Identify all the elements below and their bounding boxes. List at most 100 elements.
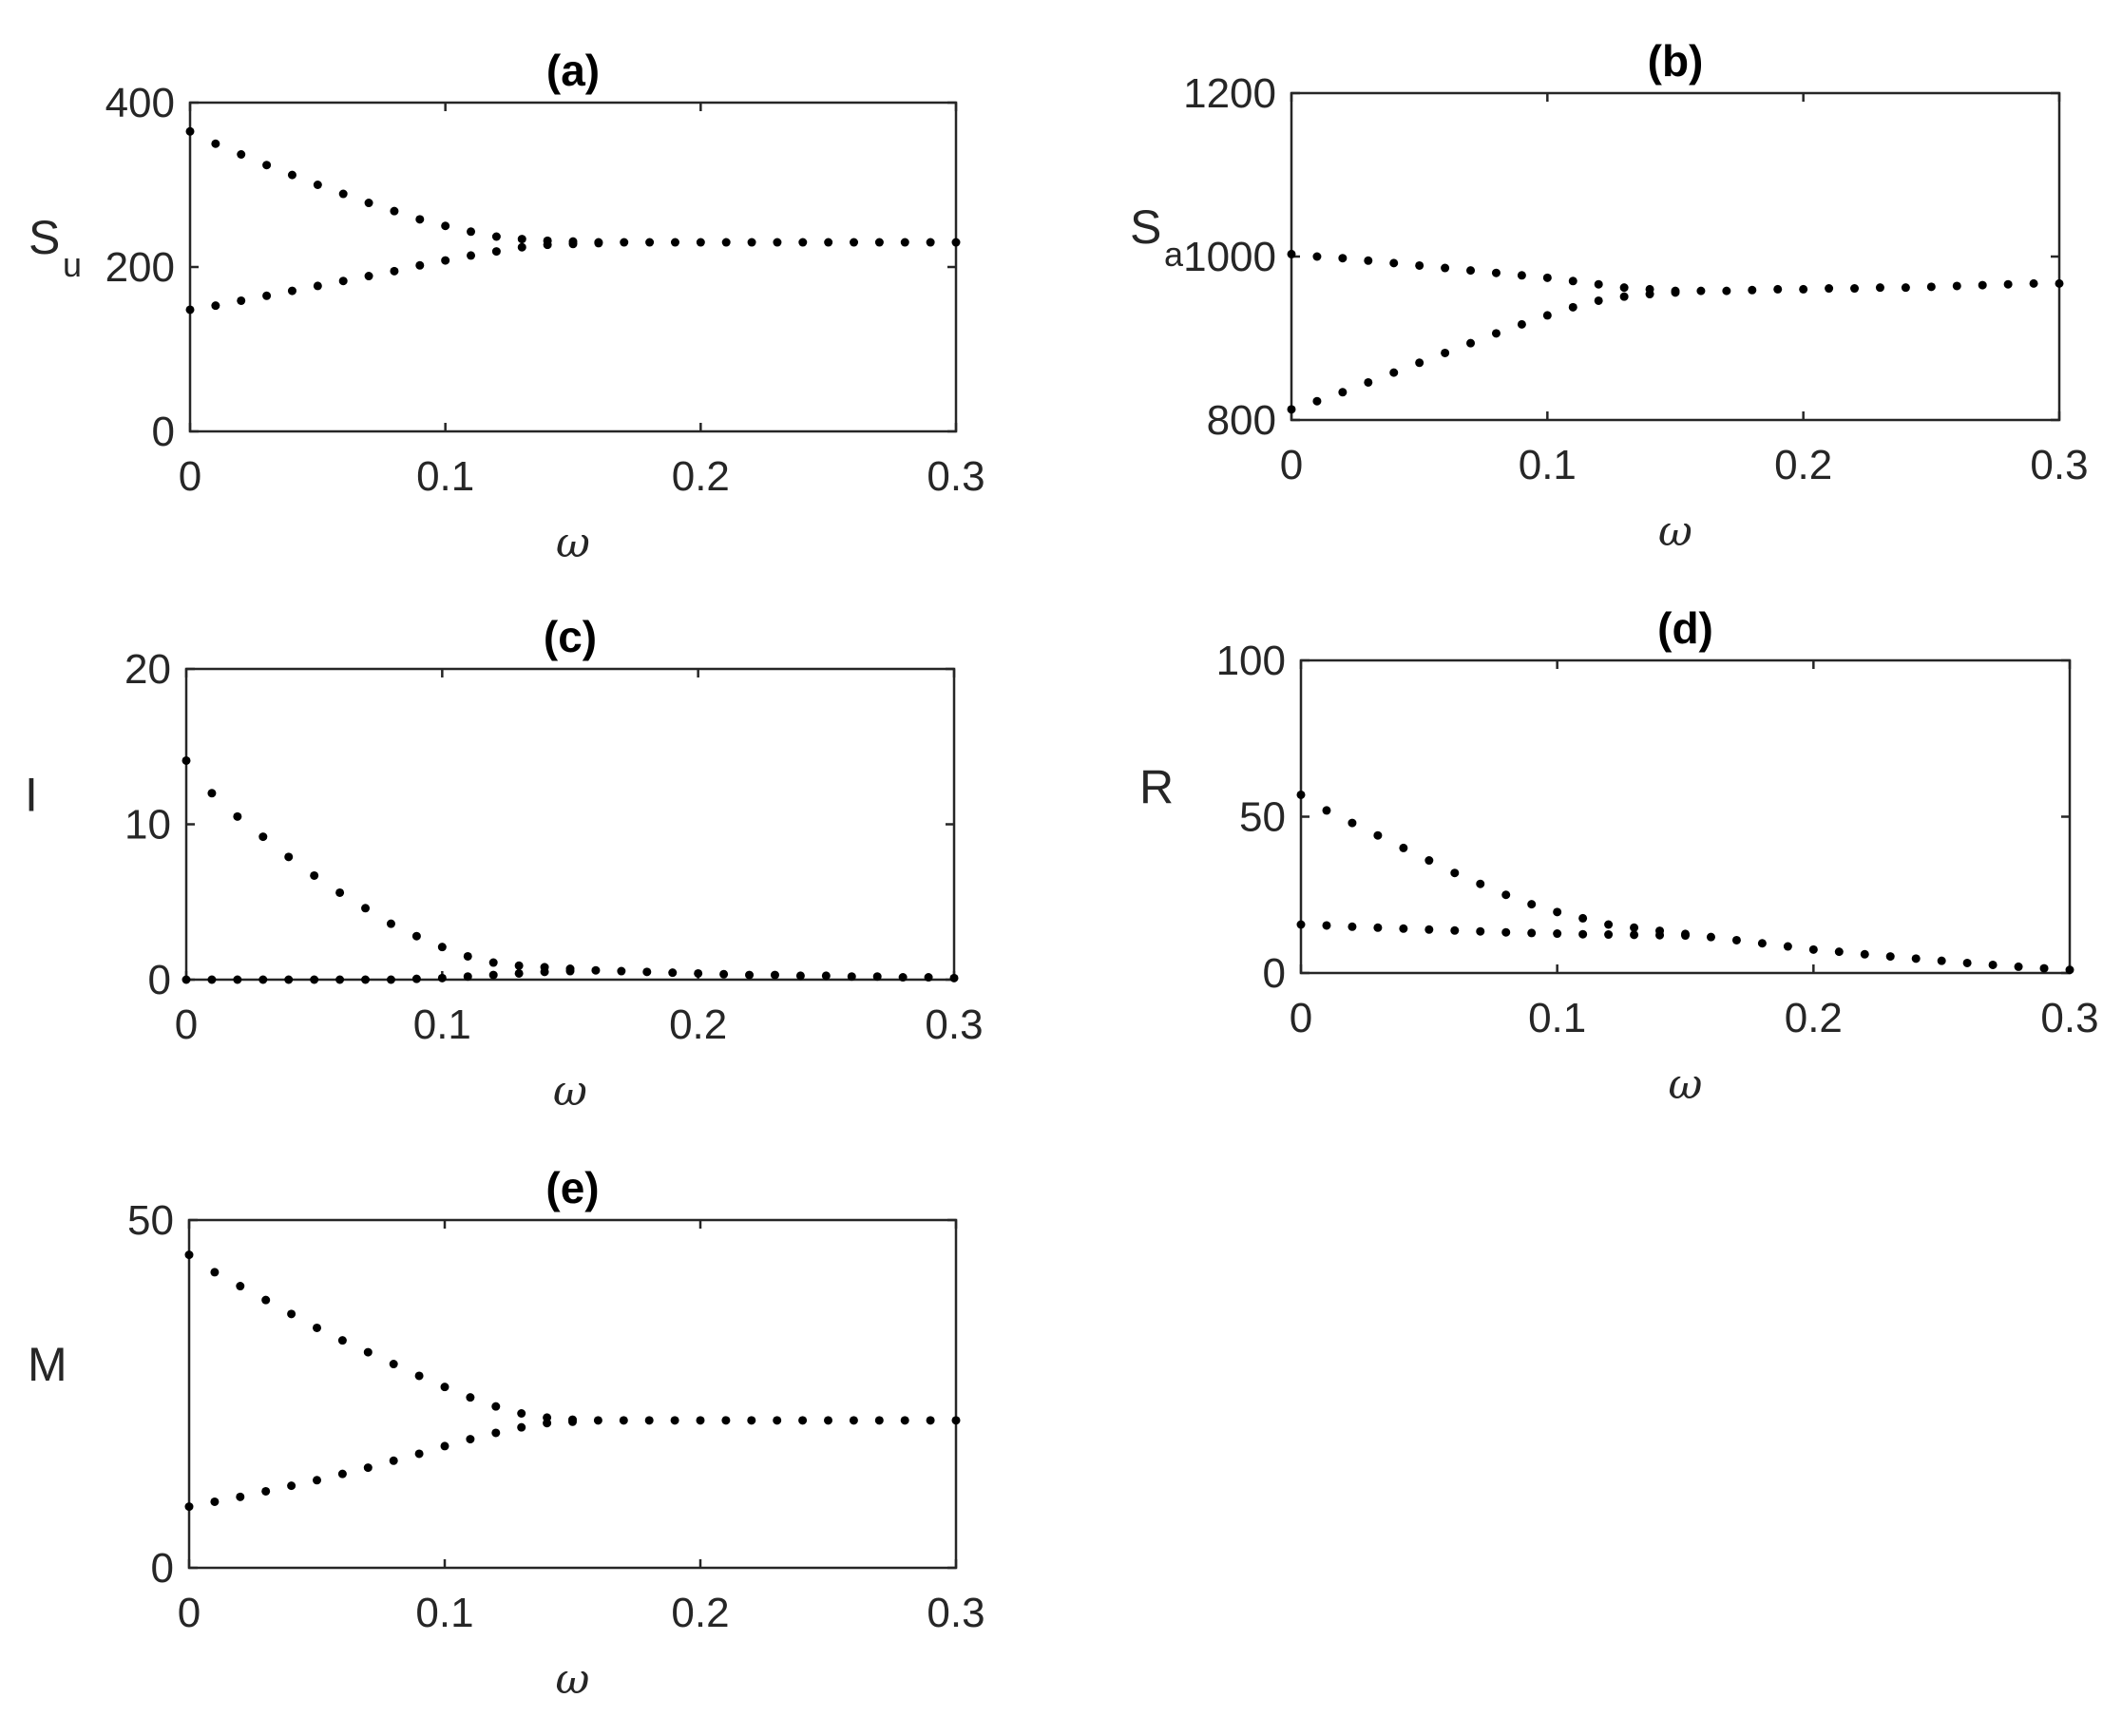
- data-point: [233, 975, 242, 984]
- data-point: [798, 1416, 808, 1425]
- y-axis-label-subscript: u: [63, 245, 82, 284]
- data-point: [184, 1250, 194, 1260]
- data-point: [798, 238, 808, 247]
- data-point: [182, 975, 191, 984]
- data-point: [1901, 283, 1910, 293]
- data-point: [284, 852, 294, 862]
- data-point: [1722, 286, 1731, 296]
- x-tick-label: 0.1: [415, 1590, 473, 1636]
- data-point: [488, 970, 498, 980]
- data-point: [261, 1486, 271, 1496]
- data-point: [517, 242, 526, 252]
- panel-1: 0 0.1 0.2 0.3 0 200 400 (a) Su ω: [29, 46, 985, 567]
- data-point: [565, 966, 575, 976]
- y-axis-label: I: [25, 769, 38, 822]
- data-point: [1926, 282, 1936, 292]
- data-point: [1630, 930, 1639, 940]
- data-point: [1450, 925, 1460, 935]
- data-point: [364, 199, 373, 208]
- data-point: [2055, 278, 2064, 288]
- data-point: [1287, 405, 1296, 414]
- data-point: [568, 239, 578, 249]
- x-tick-label: 0: [175, 1002, 198, 1048]
- series-1: [182, 755, 959, 982]
- data-point: [696, 1416, 705, 1425]
- data-point: [1364, 377, 1373, 387]
- data-point: [1287, 249, 1296, 258]
- data-point: [363, 1463, 373, 1473]
- data-point: [415, 215, 425, 224]
- data-point: [1568, 302, 1577, 312]
- data-point: [773, 1416, 782, 1425]
- x-tick-label: 0.1: [1519, 442, 1577, 488]
- data-point: [850, 238, 859, 247]
- panel-title: (d): [1657, 603, 1713, 653]
- y-tick-label: 50: [1239, 794, 1286, 841]
- data-point: [874, 238, 884, 247]
- x-tick-label: 0.3: [925, 1002, 983, 1048]
- x-axis-label: ω: [556, 519, 590, 567]
- data-point: [514, 961, 524, 970]
- data-point: [338, 189, 348, 199]
- data-point: [1441, 263, 1450, 273]
- data-point: [2039, 963, 2049, 973]
- data-point: [1322, 806, 1331, 815]
- data-point: [773, 238, 782, 247]
- data-point: [335, 975, 345, 984]
- y-tick-label: 0: [152, 409, 175, 455]
- data-point: [185, 126, 195, 136]
- data-point: [1542, 273, 1552, 282]
- data-point: [926, 1416, 935, 1425]
- data-point: [361, 975, 371, 984]
- data-point: [415, 260, 425, 270]
- data-point: [1706, 932, 1715, 942]
- data-point: [414, 1449, 424, 1459]
- series-2: [1296, 920, 1690, 941]
- data-point: [721, 238, 731, 247]
- data-point: [1312, 252, 1322, 261]
- x-tick-label: 0.1: [416, 453, 474, 500]
- data-point: [1553, 929, 1562, 939]
- data-point: [463, 972, 472, 982]
- x-tick-label: 0.2: [669, 1002, 727, 1048]
- data-point: [466, 1435, 475, 1444]
- data-point: [924, 973, 933, 982]
- data-point: [949, 973, 959, 982]
- panel-title: (e): [545, 1163, 599, 1212]
- y-axis-label: M: [28, 1338, 67, 1391]
- data-point: [1834, 947, 1844, 957]
- data-point: [258, 832, 268, 842]
- data-point: [594, 238, 603, 248]
- data-point: [696, 238, 705, 247]
- data-point: [1450, 868, 1460, 878]
- data-point: [1296, 790, 1306, 799]
- data-point: [620, 238, 629, 247]
- plot-frame: [187, 1218, 958, 1570]
- data-point: [1825, 284, 1834, 294]
- data-point: [1312, 396, 1322, 406]
- data-point: [1322, 921, 1331, 930]
- data-point: [313, 1323, 321, 1332]
- data-point: [237, 296, 246, 305]
- data-point: [467, 251, 476, 260]
- y-tick-label: 400: [105, 80, 175, 126]
- data-point: [1424, 856, 1434, 866]
- data-point: [233, 811, 242, 821]
- data-point: [1338, 388, 1348, 397]
- data-point: [236, 1492, 245, 1501]
- panel-3: 0 0.1 0.2 0.3 0 10 20 (c) Iω: [25, 612, 984, 1116]
- data-point: [337, 1336, 347, 1345]
- data-point: [1578, 929, 1588, 939]
- data-point: [389, 1456, 398, 1465]
- data-point: [900, 1416, 909, 1425]
- data-point: [795, 971, 805, 981]
- data-point: [517, 235, 526, 244]
- x-tick-label: 0: [1280, 442, 1303, 488]
- data-point: [441, 256, 450, 265]
- data-point: [2029, 278, 2038, 288]
- data-point: [1731, 935, 1741, 944]
- y-tick-label: 0: [148, 957, 171, 1003]
- data-point: [1338, 254, 1348, 263]
- x-tick-label: 0.2: [1785, 995, 1843, 1041]
